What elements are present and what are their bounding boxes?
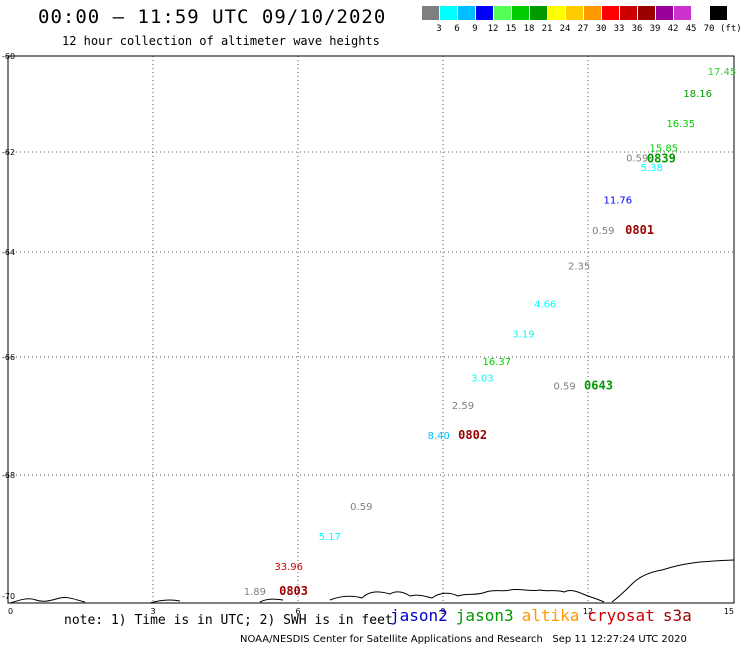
- latitude-label: -66: [2, 353, 15, 362]
- wave-height-value: 0.59: [592, 226, 614, 237]
- wave-height-value: 5.38: [641, 163, 663, 174]
- longitude-label: 15: [724, 607, 734, 616]
- latitude-label: -62: [2, 148, 15, 157]
- legend-swatch: [656, 6, 673, 20]
- satellite-jason2: jason2: [390, 606, 448, 625]
- legend-swatch: [440, 6, 457, 20]
- graticule: [8, 56, 734, 603]
- legend-tick-label: 27: [577, 24, 589, 34]
- map-subtitle: 12 hour collection of altimeter wave hei…: [62, 34, 380, 48]
- legend-swatch: [548, 6, 565, 20]
- footnote: note: 1) Time is in UTC; 2) SWH is in fe…: [64, 613, 393, 628]
- wave-height-value: 0.59: [553, 382, 575, 393]
- legend-tick-label: 70: [703, 24, 715, 34]
- legend-swatch: [602, 6, 619, 20]
- legend-tick-label: 6: [454, 24, 460, 34]
- legend-tick-label: 30: [595, 24, 607, 34]
- wave-height-value: 0.59: [626, 154, 648, 165]
- legend-tick-label: 21: [541, 24, 553, 34]
- wave-height-value: 2.59: [452, 401, 474, 412]
- legend-swatch: [710, 6, 727, 20]
- wave-height-value: 2.35: [568, 261, 590, 272]
- legend-tick-label: 15: [505, 24, 517, 34]
- legend-tick-label: 39: [649, 24, 661, 34]
- latitude-label: -68: [2, 471, 15, 480]
- wave-height-value: 3.03: [471, 373, 493, 384]
- legend-swatch: [566, 6, 583, 20]
- legend-swatch: [638, 6, 655, 20]
- legend-tick-label: 33: [613, 24, 625, 34]
- map-frame: [7, 55, 735, 604]
- credit-line: NOAA/NESDIS Center for Satellite Applica…: [240, 634, 687, 645]
- satellite-legend: jason2 jason3 altika cryosat s3a: [390, 606, 700, 625]
- legend-swatch: [476, 6, 493, 20]
- wave-height-value: 0.59: [350, 502, 372, 513]
- longitude-label: 0: [8, 607, 13, 616]
- legend-unit: (ft): [720, 24, 740, 34]
- satellite-altika: altika: [521, 606, 580, 625]
- pass-time-labels: 0839 0801 0643 0802 0803: [279, 152, 676, 598]
- pass-time: 0801: [625, 223, 654, 237]
- legend-tick-label: 42: [667, 24, 679, 34]
- legend-swatch: [458, 6, 475, 20]
- legend-tick-label: 3: [436, 24, 442, 34]
- longitude-label: 6: [295, 607, 300, 616]
- longitude-label: 9: [440, 607, 445, 616]
- legend-swatch: [674, 6, 691, 20]
- wave-height-value: 33.96: [274, 562, 303, 573]
- satellite-cryosat: cryosat: [587, 606, 655, 625]
- wave-height-value: 16.35: [666, 119, 695, 130]
- legend-tick-label: 24: [559, 24, 571, 34]
- legend-swatch: [584, 6, 601, 20]
- latitude-label: -64: [2, 248, 15, 257]
- pass-time: 0839: [647, 152, 676, 166]
- legend-swatch: [512, 6, 529, 20]
- latitude-labels: -60 -62 -64 -66 -68 -70: [2, 52, 15, 601]
- wave-height-value: 4.66: [534, 300, 556, 311]
- antarctic-coastline: [9, 559, 735, 604]
- latitude-label: -60: [2, 52, 15, 61]
- wave-height-observations: 17.4518.1616.3515.850.595.3811.760.592.3…: [244, 67, 737, 598]
- legend-swatch: [530, 6, 547, 20]
- wave-height-value: 5.17: [319, 532, 341, 543]
- wave-height-value: 1.89: [244, 587, 266, 598]
- wave-height-value: 16.37: [483, 357, 512, 368]
- wave-height-value: 3.19: [512, 330, 534, 341]
- legend-tick-label: 18: [523, 24, 535, 34]
- legend-swatch: [494, 6, 511, 20]
- map-title: 00:00 – 11:59 UTC 09/10/2020: [38, 6, 387, 28]
- legend-tick-label: 45: [685, 24, 697, 34]
- longitude-labels: 0 3 6 9 12 15: [8, 607, 734, 616]
- satellite-s3a: s3a: [662, 606, 692, 625]
- satellite-jason3: jason3: [455, 606, 514, 625]
- credit-text: NOAA/NESDIS Center for Satellite Applica…: [240, 634, 543, 645]
- pass-time: 0643: [584, 379, 613, 393]
- wave-height-value: 11.76: [604, 196, 633, 207]
- longitude-label: 3: [150, 607, 155, 616]
- latitude-label: -70: [2, 592, 15, 601]
- legend-tick-label: 9: [472, 24, 478, 34]
- legend-tick-label: 36: [631, 24, 643, 34]
- longitude-label: 12: [583, 607, 593, 616]
- legend-tick-label: 12: [487, 24, 499, 34]
- wave-height-value: 17.45: [708, 67, 737, 78]
- wave-height-value: 18.16: [683, 89, 712, 100]
- wave-height-value: 15.85: [649, 144, 678, 155]
- generated-timestamp: Sep 11 12:27:24 UTC 2020: [552, 634, 687, 645]
- pass-time: 0803: [279, 584, 308, 598]
- legend-swatch: [620, 6, 637, 20]
- wave-height-value: 8.40: [428, 431, 450, 442]
- legend-swatch: [692, 6, 709, 20]
- legend-swatch: [422, 6, 439, 20]
- pass-time: 0802: [458, 428, 487, 442]
